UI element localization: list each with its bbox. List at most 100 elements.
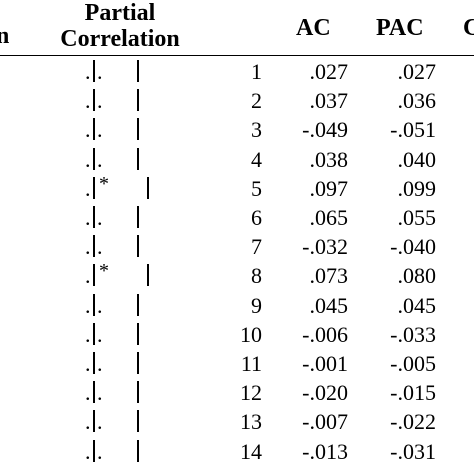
lag-number: 6 (251, 205, 262, 230)
table-row: .. 6 .065 .055 (0, 203, 474, 232)
confidence-dot-right: . (97, 88, 103, 114)
confidence-bound-bar (137, 235, 139, 258)
confidence-dot: . (85, 117, 91, 143)
lag-number: 8 (251, 263, 262, 289)
pac-value: .055 (397, 205, 437, 230)
correlation-plot-cell: . * (85, 173, 175, 203)
confidence-dot-right: . (97, 438, 103, 464)
pac-value: .099 (397, 175, 437, 201)
zero-axis-bar (93, 206, 95, 228)
confidence-dot: . (85, 234, 91, 260)
ac-value: -.020 (302, 380, 348, 406)
confidence-dot: . (85, 351, 91, 376)
confidence-dot-right: . (97, 205, 103, 230)
lag-number: 4 (251, 146, 262, 172)
correlation-plot-cell: .. (85, 378, 175, 407)
pac-value: -.022 (390, 409, 436, 435)
header-partial-correlation: Partial Correlation (40, 0, 200, 52)
confidence-dot: . (85, 292, 91, 318)
ac-value: -.013 (302, 438, 348, 464)
confidence-bound-bar (137, 206, 139, 228)
ac-value: .037 (309, 88, 349, 114)
pac-value: -.015 (390, 380, 436, 406)
confidence-dot: . (85, 175, 91, 201)
confidence-dot: . (85, 380, 91, 406)
lag-number: 7 (251, 234, 262, 260)
confidence-bound-bar (137, 352, 139, 374)
pac-value: .080 (397, 263, 437, 289)
ac-value: .065 (309, 205, 349, 230)
ac-value: -.006 (302, 321, 348, 347)
significance-star: * (99, 260, 109, 283)
lag-number: 2 (251, 88, 262, 114)
ac-value: -.001 (302, 351, 348, 376)
ac-value: .045 (309, 292, 349, 318)
table-row: .. 9 .045 .045 (0, 291, 474, 320)
confidence-bound-bar (137, 147, 139, 170)
confidence-dot-right: . (97, 292, 103, 318)
correlation-plot-cell: .. (85, 86, 175, 115)
pac-value: -.051 (390, 117, 436, 143)
correlation-plot-cell: .. (85, 320, 175, 349)
pac-value: -.040 (390, 234, 436, 260)
confidence-dot: . (85, 263, 91, 289)
ac-value: -.032 (302, 234, 348, 260)
confidence-bound-bar (147, 264, 149, 287)
confidence-dot-right: . (97, 380, 103, 406)
confidence-bound-bar (137, 410, 139, 433)
zero-axis-bar (93, 410, 95, 433)
confidence-bound-bar (137, 322, 139, 345)
table-row: .. 7 -.032 -.040 (0, 232, 474, 261)
header-left-fragment: n (0, 23, 10, 49)
lag-number: 12 (240, 380, 262, 406)
zero-axis-bar (93, 60, 95, 82)
header-rule (0, 55, 474, 56)
correlation-plot-cell: .. (85, 349, 175, 378)
zero-axis-bar (93, 322, 95, 345)
lag-number: 10 (240, 321, 262, 347)
lag-number: 13 (240, 409, 262, 435)
lag-number: 5 (251, 175, 262, 201)
lag-number: 1 (251, 59, 262, 84)
ac-value: .097 (309, 175, 349, 201)
confidence-bound-bar (137, 89, 139, 112)
table-row: .. 1 .027 .027 (0, 57, 474, 86)
correlation-plot-cell: .. (85, 407, 175, 436)
zero-axis-bar (93, 264, 95, 287)
confidence-dot-right: . (97, 117, 103, 143)
zero-axis-bar (93, 176, 95, 199)
table-row: .. 10 -.006 -.033 (0, 320, 474, 349)
correlation-plot-cell: .. (85, 437, 175, 466)
zero-axis-bar (93, 381, 95, 404)
table-row: .. 11 -.001 -.005 (0, 349, 474, 378)
confidence-dot-right: . (97, 351, 103, 376)
confidence-bound-bar (137, 381, 139, 404)
table-row: .. 13 -.007 -.022 (0, 407, 474, 436)
header-right-fragment: C (463, 15, 474, 41)
header-pac: PAC (376, 15, 424, 41)
header-ac: AC (296, 15, 331, 41)
ac-value: .073 (309, 263, 349, 289)
confidence-bound-bar (147, 176, 149, 199)
pac-value: .036 (397, 88, 437, 114)
confidence-dot-right: . (97, 146, 103, 172)
lag-number: 3 (251, 117, 262, 143)
correlation-plot-cell: .. (85, 145, 175, 174)
correlation-plot-cell: .. (85, 115, 175, 144)
header-partial-line1: Partial (84, 0, 156, 26)
table-row: .. 4 .038 .040 (0, 145, 474, 174)
ac-value: .027 (309, 59, 349, 84)
ac-value: -.049 (302, 117, 348, 143)
zero-axis-bar (93, 439, 95, 462)
confidence-bound-bar (137, 118, 139, 141)
confidence-dot: . (85, 321, 91, 347)
correlation-plot-cell: .. (85, 291, 175, 320)
zero-axis-bar (93, 352, 95, 374)
table-row: .. 3 -.049 -.051 (0, 115, 474, 144)
confidence-dot-right: . (97, 59, 103, 84)
confidence-dot-right: . (97, 321, 103, 347)
correlation-plot-cell: .. (85, 232, 175, 261)
ac-value: .038 (309, 146, 349, 172)
pac-value: .045 (397, 292, 437, 318)
